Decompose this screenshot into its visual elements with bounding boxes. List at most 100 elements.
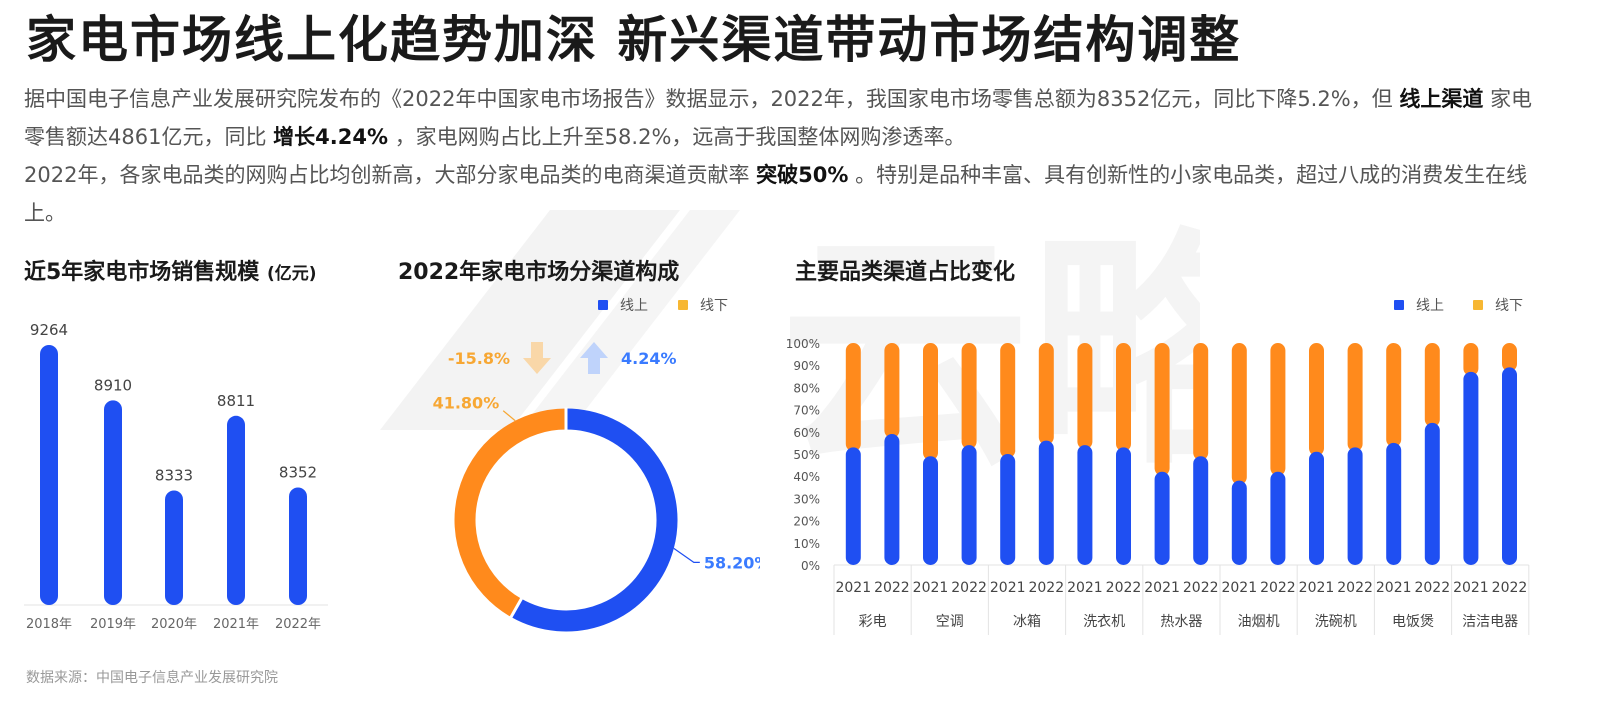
sales-bar-2018年 [40, 345, 58, 605]
y-tick-label: 100% [786, 337, 820, 351]
data-source: 数据来源：中国电子信息产业发展研究院 [26, 670, 278, 686]
up-arrow-icon [580, 342, 608, 374]
y-tick-label: 60% [793, 426, 820, 440]
year-label: 2021 [1453, 580, 1489, 596]
category-label: 洁洁电器 [1462, 614, 1518, 630]
category-label: 空调 [936, 614, 964, 630]
offline-bar [1193, 343, 1209, 461]
sales-year-label: 2022年 [275, 617, 321, 632]
y-tick-label: 30% [793, 492, 820, 506]
offline-bar [1038, 343, 1054, 445]
sales-year-label: 2021年 [213, 617, 259, 632]
sales-year-label: 2018年 [26, 617, 72, 632]
category-stacked-bar-chart: 线上 线下 0% 10% 20% 30% 40% 50% 60% 70% 80% 90% 100% 202… [786, 298, 1530, 635]
page-title: 家电市场线上化趋势加深 新兴渠道带动市场结构调整 [26, 11, 1242, 69]
online-bar [923, 456, 938, 565]
legend-online-label: 线上 [620, 298, 648, 314]
online-bar [1193, 456, 1209, 565]
y-tick-label: 90% [793, 359, 820, 373]
category-label: 彩电 [859, 614, 887, 630]
year-label: 2022 [874, 580, 910, 596]
intro-paragraph-1: 据中国电子信息产业发展研究院发布的《2022年中国家电市场报告》数据显示，202… [24, 87, 1533, 149]
online-bar [961, 445, 977, 565]
offline-bar [845, 343, 861, 452]
online-change-label: 4.24% [621, 349, 677, 368]
category-label: 洗碗机 [1315, 614, 1357, 630]
online-bar [1231, 480, 1247, 565]
offline-bar [1463, 343, 1479, 376]
offline-bar [1000, 343, 1016, 458]
chart1-title: 近5年家电市场销售规模 (亿元) [24, 260, 317, 285]
y-tick-label: 10% [793, 537, 820, 551]
offline-bar [1154, 343, 1170, 476]
year-label: 2022 [1337, 580, 1373, 596]
legend-offline-swatch [678, 300, 688, 310]
year-label: 2022 [1028, 580, 1064, 596]
online-bar [884, 434, 900, 565]
sales-value-label: 8811 [217, 392, 255, 410]
year-label: 2021 [913, 580, 949, 596]
online-bar [1463, 371, 1479, 565]
offline-bar [1231, 343, 1247, 485]
year-label: 2022 [951, 580, 987, 596]
online-bar [1424, 422, 1440, 565]
sales-year-label: 2019年 [90, 617, 136, 632]
offline-bar [1116, 343, 1131, 452]
year-label: 2021 [1299, 580, 1335, 596]
online-bar [1386, 442, 1402, 565]
year-label: 2021 [1144, 580, 1180, 596]
legend-offline-label: 线下 [700, 298, 728, 314]
offline-percent-label: 41.80% [433, 394, 500, 413]
donut-slice-线上 [511, 408, 678, 632]
offline-bar [961, 343, 977, 450]
offline-bar [1502, 343, 1517, 372]
offline-bar [923, 343, 938, 461]
year-label: 2022 [1260, 580, 1296, 596]
donut-separator [509, 597, 524, 619]
sales-bar-2020年 [165, 490, 183, 605]
y-tick-label: 0% [801, 559, 820, 573]
year-label: 2022 [1183, 580, 1219, 596]
year-label: 2022 [1414, 580, 1450, 596]
y-tick-label: 50% [793, 448, 820, 462]
online-bar [1038, 440, 1054, 565]
legend-offline-label: 线下 [1495, 298, 1523, 314]
year-label: 2021 [835, 580, 871, 596]
offline-bar [884, 343, 900, 439]
legend-online-swatch [598, 300, 608, 310]
offline-bar [1270, 343, 1286, 476]
online-bar [1077, 445, 1093, 565]
category-label: 电饭煲 [1392, 613, 1434, 630]
online-bar [1116, 447, 1131, 565]
chart3-title: 主要品类渠道占比变化 [795, 260, 1016, 285]
offline-bar [1077, 343, 1093, 450]
sales-value-label: 9264 [30, 321, 68, 339]
online-leader-line [673, 547, 700, 564]
sales-value-label: 8910 [94, 376, 132, 394]
offline-bar [1424, 343, 1440, 427]
legend-online-swatch [1394, 300, 1404, 310]
online-bar [1502, 367, 1517, 565]
online-bar [1154, 471, 1170, 565]
y-tick-label: 80% [793, 381, 820, 395]
category-label: 热水器 [1160, 614, 1202, 630]
online-bar [1347, 447, 1363, 565]
sales-bar-2021年 [227, 415, 245, 605]
category-label: 冰箱 [1013, 614, 1041, 630]
legend-offline-swatch [1473, 300, 1483, 310]
y-tick-label: 70% [793, 404, 820, 418]
donut-slice-线下 [454, 408, 567, 618]
year-label: 2022 [1106, 580, 1142, 596]
offline-bar [1386, 343, 1402, 447]
online-bar [845, 447, 861, 565]
year-label: 2022 [1492, 580, 1528, 596]
down-arrow-icon [523, 342, 551, 374]
sales-bar-chart: 9264 2018年 8910 2019年 8333 2020年 8811 2021年 8352… [24, 321, 328, 632]
offline-bar [1309, 343, 1324, 456]
y-tick-label: 20% [793, 515, 820, 529]
channel-donut-chart: 58.20% 41.80% 线上 线下 -15.8% 4.24% [433, 298, 760, 632]
sales-value-label: 8352 [279, 464, 317, 482]
sales-bar-2019年 [104, 400, 122, 605]
online-bar [1309, 451, 1324, 565]
offline-bar [1347, 343, 1363, 452]
